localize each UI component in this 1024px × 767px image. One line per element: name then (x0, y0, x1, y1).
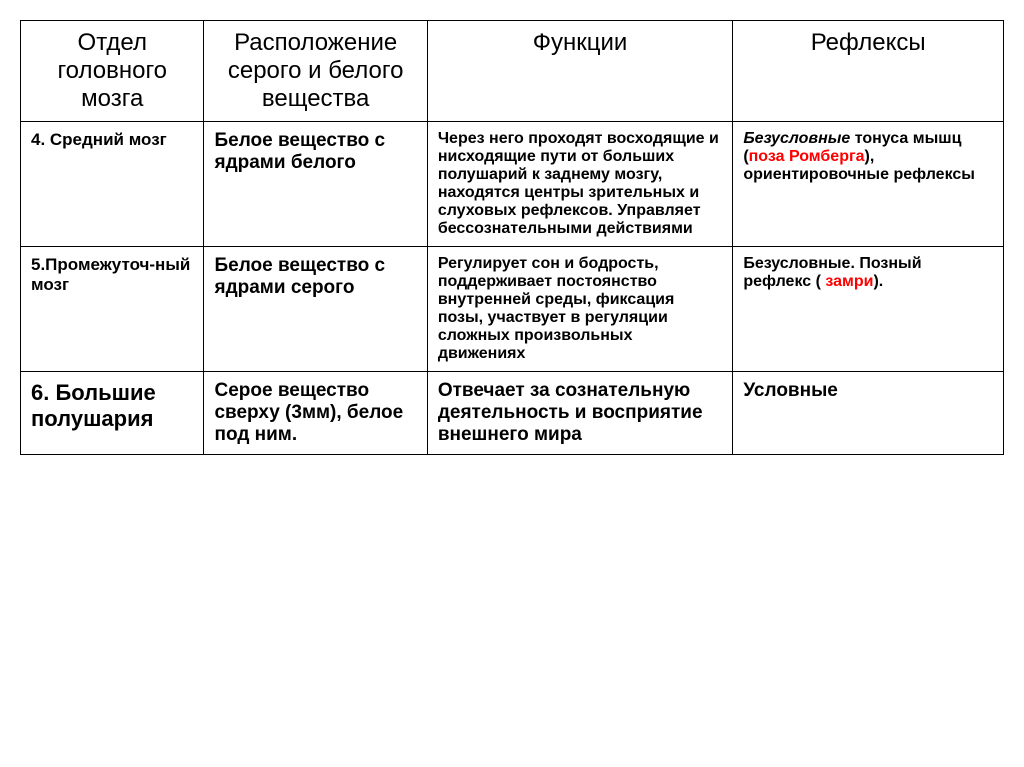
reflex-text: ). (873, 273, 883, 290)
cell-reflexes: Условные (733, 372, 1004, 455)
table-row: 5.Промежуточ-ный мозг Белое вещество с я… (21, 247, 1004, 372)
table-header-row: Отдел головного мозга Расположение серог… (21, 21, 1004, 122)
cell-reflexes: Безусловные тонуса мышц (поза Ромберга),… (733, 122, 1004, 247)
cell-substance: Белое вещество с ядрами белого (204, 122, 427, 247)
cell-functions: Регулирует сон и бодрость, поддерживает … (427, 247, 733, 372)
cell-functions: Через него проходят восходящие и нисходя… (427, 122, 733, 247)
cell-substance: Белое вещество с ядрами серого (204, 247, 427, 372)
table-row: 6. Большие полушария Серое вещество свер… (21, 372, 1004, 455)
reflex-highlight: замри (825, 273, 873, 290)
header-substance: Расположение серого и белого вещества (204, 21, 427, 122)
cell-substance: Серое вещество сверху (3мм), белое под н… (204, 372, 427, 455)
cell-section: 5.Промежуточ-ный мозг (21, 247, 204, 372)
header-reflexes: Рефлексы (733, 21, 1004, 122)
table-row: 4. Средний мозг Белое вещество с ядрами … (21, 122, 1004, 247)
brain-sections-table: Отдел головного мозга Расположение серог… (20, 20, 1004, 455)
header-section: Отдел головного мозга (21, 21, 204, 122)
cell-section: 6. Большие полушария (21, 372, 204, 455)
cell-reflexes: Безусловные. Позный рефлекс ( замри). (733, 247, 1004, 372)
header-functions: Функции (427, 21, 733, 122)
reflex-highlight: поза Ромберга (749, 148, 865, 165)
cell-functions: Отвечает за сознательную деятельность и … (427, 372, 733, 455)
reflex-italic: Безусловные (743, 130, 850, 147)
cell-section: 4. Средний мозг (21, 122, 204, 247)
